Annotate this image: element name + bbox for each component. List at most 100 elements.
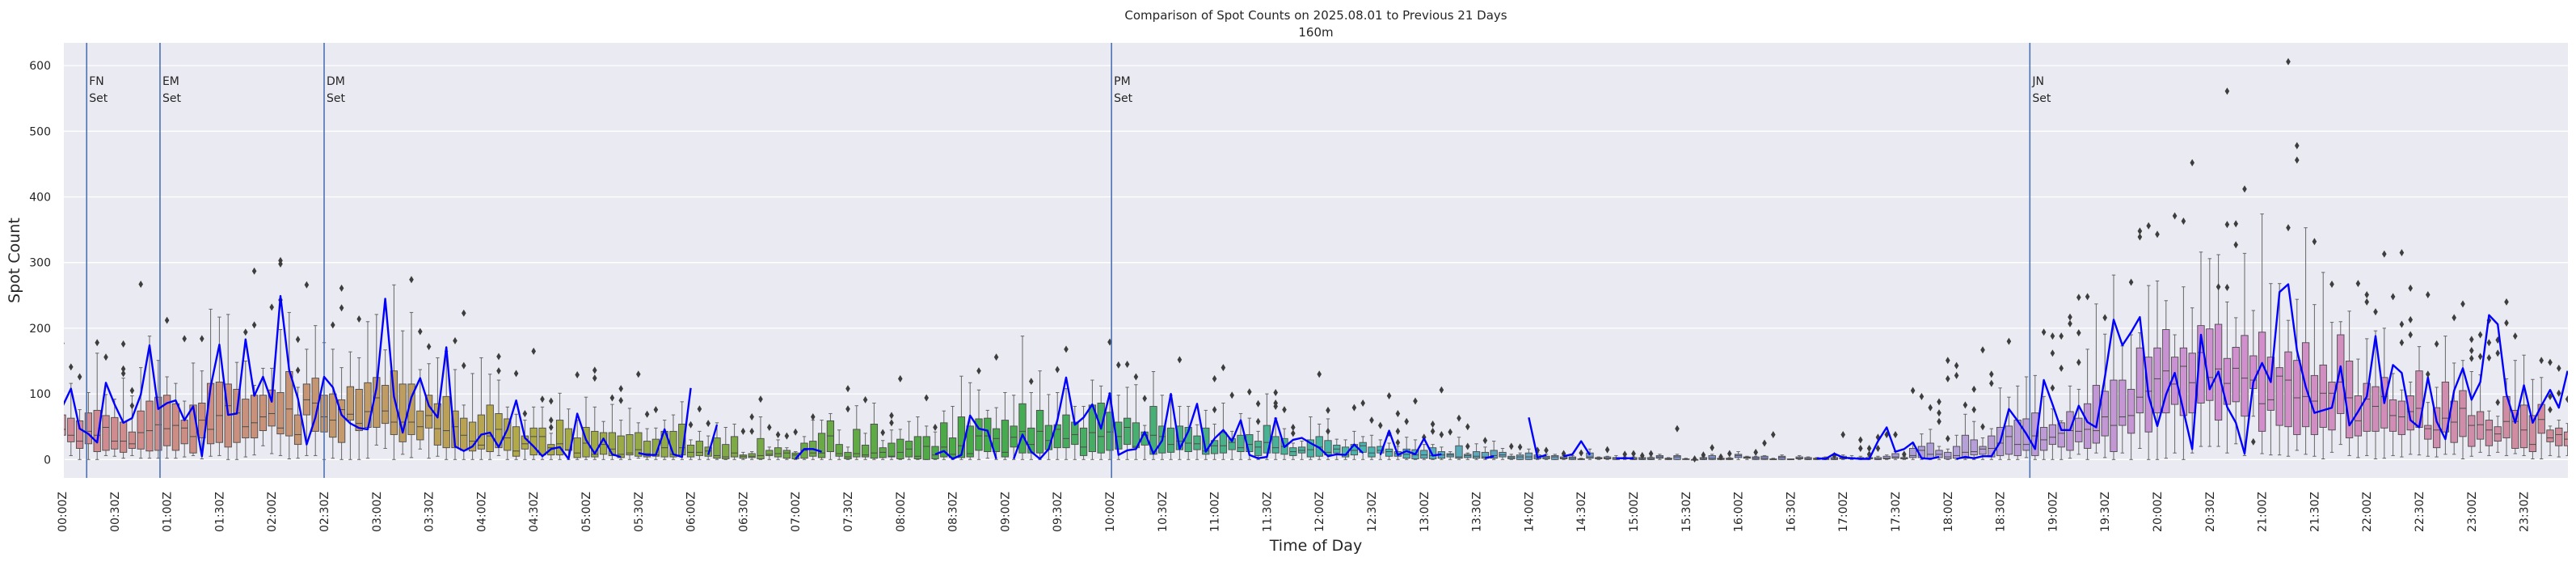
- box-220: [1979, 346, 1987, 460]
- box-187: [1690, 454, 1699, 463]
- outlier-point: [1229, 391, 1234, 399]
- outlier-point: [77, 373, 82, 381]
- outlier-point: [706, 420, 710, 428]
- outlier-point: [1247, 388, 1252, 396]
- box-243: [2179, 218, 2188, 460]
- box-iqr: [529, 427, 538, 456]
- box-iqr: [2031, 412, 2039, 456]
- box-iqr: [582, 427, 590, 458]
- x-tick-label: 21:30Z: [2308, 492, 2321, 532]
- x-tick-label: 00:30Z: [109, 492, 122, 532]
- box-177: [1603, 446, 1612, 460]
- box-271: [2424, 290, 2432, 457]
- outlier-point: [575, 371, 580, 379]
- box-iqr: [1237, 434, 1245, 453]
- outlier-point: [120, 365, 126, 373]
- box-5: [102, 353, 110, 456]
- box-176: [1595, 456, 1603, 460]
- outlier-point: [2181, 218, 2186, 226]
- outlier-point: [1395, 438, 1401, 446]
- box-iqr: [1306, 439, 1315, 458]
- box-iqr: [975, 418, 983, 451]
- outlier-point: [540, 395, 545, 404]
- box-iqr: [1970, 439, 1978, 456]
- box-192: [1734, 451, 1743, 460]
- x-tick-label: 10:30Z: [1157, 492, 1170, 532]
- box-11: [154, 360, 162, 459]
- outlier-point: [1858, 436, 1863, 444]
- x-tick-label: 04:30Z: [528, 492, 541, 532]
- box-iqr: [2468, 415, 2476, 447]
- x-tick-label: 18:00Z: [1942, 492, 1955, 532]
- outlier-point: [1701, 451, 1706, 459]
- box-78: [739, 427, 748, 460]
- box-iqr: [433, 403, 442, 446]
- box-37: [381, 349, 390, 449]
- outlier-point: [2076, 358, 2081, 366]
- box-iqr: [119, 421, 128, 453]
- x-tick-label: 12:00Z: [1313, 492, 1326, 532]
- series-line-segment: [707, 424, 719, 455]
- box-iqr: [2110, 379, 2118, 453]
- box-iqr: [1908, 448, 1917, 458]
- box-41: [416, 327, 424, 450]
- outlier-point: [1221, 364, 1226, 372]
- y-tick-label: 300: [29, 257, 51, 270]
- outlier-point: [462, 309, 466, 317]
- x-tick-label: 23:00Z: [2466, 492, 2479, 532]
- outlier-point: [2486, 353, 2492, 361]
- outlier-point: [69, 363, 74, 371]
- outlier-point: [2190, 158, 2194, 167]
- outlier-point: [1875, 444, 1881, 452]
- box-198: [1786, 458, 1795, 460]
- outlier-point: [1273, 403, 1278, 411]
- box-154: [1402, 417, 1410, 460]
- outlier-point: [103, 353, 108, 361]
- box-iqr: [2275, 367, 2283, 426]
- outlier-point: [1517, 443, 1523, 451]
- outlier-point: [496, 367, 501, 375]
- box-130: [1193, 424, 1201, 460]
- box-iqr: [1368, 446, 1376, 458]
- outlier-point: [2128, 278, 2134, 286]
- box-170: [1542, 446, 1550, 460]
- box-iqr: [93, 409, 101, 453]
- outlier-point: [2355, 280, 2361, 288]
- outlier-point: [1971, 406, 1976, 414]
- box-54: [529, 347, 538, 460]
- box-iqr: [1524, 452, 1533, 460]
- outlier-point: [784, 432, 790, 440]
- box-261: [2337, 321, 2345, 446]
- box-iqr: [250, 395, 259, 438]
- y-tick-label: 400: [29, 192, 51, 205]
- outlier-point: [1544, 446, 1549, 454]
- outlier-point: [1177, 356, 1183, 364]
- series-line-segment: [1379, 429, 1442, 457]
- outlier-point: [2041, 328, 2047, 336]
- outlier-point: [2548, 392, 2553, 400]
- boxplots: [64, 57, 2568, 463]
- outlier-point: [1369, 416, 1374, 425]
- box-iqr: [2372, 386, 2380, 432]
- box-88: [826, 412, 835, 460]
- outlier-point: [2390, 293, 2396, 301]
- box-iqr: [861, 444, 870, 458]
- x-tick-label: 17:30Z: [1890, 492, 1903, 532]
- box-134: [1228, 391, 1236, 460]
- box-iqr: [966, 425, 974, 458]
- outlier-point: [295, 336, 301, 344]
- box-iqr: [1472, 451, 1481, 459]
- outlier-point: [2085, 293, 2090, 301]
- box-183: [1655, 454, 1664, 460]
- box-63: [608, 394, 617, 460]
- outlier-point: [2076, 294, 2081, 302]
- outlier-point: [811, 413, 816, 421]
- outlier-point: [880, 429, 885, 437]
- x-tick-label: 16:00Z: [1733, 492, 1746, 532]
- box-iqr: [1428, 447, 1437, 459]
- outlier-point: [1457, 414, 1461, 422]
- box-189: [1708, 444, 1716, 460]
- outlier-point: [1448, 428, 1452, 436]
- x-tick-label: 13:00Z: [1419, 492, 1431, 532]
- outlier-point: [1937, 398, 1941, 406]
